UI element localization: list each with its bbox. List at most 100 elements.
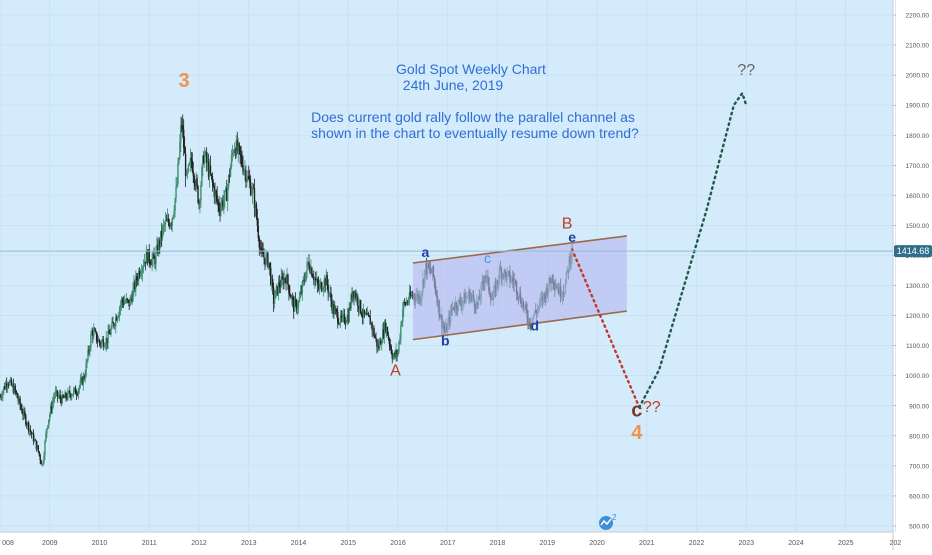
wave-label-e: e [568, 229, 576, 245]
candle-body [281, 276, 283, 278]
candle-body [102, 339, 105, 348]
candle-body [96, 341, 99, 342]
candle-body [221, 200, 223, 206]
wave-label-A: A [390, 363, 401, 380]
candle-body [215, 190, 217, 195]
candle-body [398, 341, 400, 352]
y-tick-label: 900.00 [909, 403, 929, 410]
candle-body [27, 422, 29, 425]
candle-body [183, 147, 186, 154]
candle-body [65, 392, 67, 398]
candle-body [51, 402, 54, 410]
candle-body [33, 439, 36, 442]
x-tick-label: 2018 [490, 540, 506, 547]
candle-body [341, 314, 344, 318]
candle-body [218, 203, 220, 211]
candle-body [39, 454, 41, 461]
candle-body [0, 396, 2, 398]
candle-body [309, 267, 311, 273]
y-tick-label: 2100.00 [906, 43, 930, 50]
candle-body [76, 394, 79, 396]
candle-body [4, 386, 6, 389]
candle-body [142, 265, 145, 268]
candle-body [216, 194, 218, 202]
candle-body [187, 164, 190, 172]
candle-body [209, 165, 212, 174]
candle-body [13, 386, 16, 393]
candle-body [118, 308, 121, 315]
wave-label-question-bottom: ?? [643, 399, 661, 416]
candle-body [117, 314, 120, 317]
candle-body [313, 277, 315, 281]
candle-body [294, 299, 297, 301]
candle-body [79, 380, 82, 387]
candle-body [272, 287, 275, 304]
candle-body [248, 175, 250, 179]
candle-body [34, 439, 37, 441]
candle-body [310, 267, 312, 273]
y-tick-label: 1900.00 [906, 103, 930, 110]
candle-body [268, 262, 270, 268]
candle-body [403, 301, 405, 310]
candle-body [120, 299, 123, 305]
candle-body [355, 292, 357, 300]
candle-body [219, 210, 221, 213]
candle-body [246, 180, 248, 182]
candle-body [270, 267, 272, 285]
candle-body [375, 337, 377, 340]
candle-body [75, 394, 78, 395]
candle-body [199, 200, 201, 204]
candle-body [116, 317, 118, 321]
candle-body [318, 284, 321, 289]
candle-body [346, 314, 348, 323]
x-tick-label: 2025 [838, 540, 854, 547]
candle-body [262, 251, 264, 257]
y-tick-label: 1000.00 [906, 373, 930, 380]
candle-body [111, 322, 113, 329]
candle-body [267, 253, 269, 268]
candle-body [93, 330, 95, 337]
candle-body [264, 258, 266, 265]
candle-body [283, 278, 285, 285]
candle-body [35, 440, 38, 449]
candle-body [128, 299, 130, 307]
candle-body [277, 282, 280, 295]
candle-body [136, 276, 138, 280]
candle-body [123, 302, 126, 305]
candle-body [368, 315, 370, 318]
candle-body [9, 379, 12, 382]
candle-body [19, 398, 21, 406]
candle-body [69, 391, 71, 395]
candle-body [141, 267, 144, 274]
candle-body [157, 244, 159, 254]
tradingview-logo-icon[interactable]: 2 [599, 513, 617, 530]
candle-body [26, 424, 28, 426]
svg-text:2: 2 [612, 513, 617, 522]
candle-body [276, 285, 279, 295]
candle-body [52, 398, 55, 403]
candle-body [62, 394, 64, 398]
candle-body [210, 173, 213, 176]
candle-body [114, 326, 116, 327]
candle-body [22, 413, 24, 416]
candle-body [190, 157, 193, 161]
candle-body [373, 328, 375, 337]
candle-body [154, 258, 156, 265]
candle-body [409, 292, 412, 297]
candle-body [138, 271, 140, 281]
candle-body [389, 344, 392, 347]
candle-body [260, 248, 262, 250]
candle-body [340, 315, 343, 318]
candle-body [115, 317, 117, 327]
candle-body [131, 297, 133, 302]
candle-body [121, 299, 124, 302]
candle-body [110, 328, 112, 335]
candle-body [152, 253, 154, 259]
candle-body [155, 251, 157, 265]
candle-body [176, 184, 178, 188]
time-axis[interactable]: 008 2009 2010 2011 2012 2013 2014 2015 2016 2017 2… [0, 531, 901, 547]
candle-body [169, 224, 171, 227]
candle-body [186, 171, 189, 173]
candle-body [175, 187, 177, 199]
candle-body [50, 406, 52, 415]
